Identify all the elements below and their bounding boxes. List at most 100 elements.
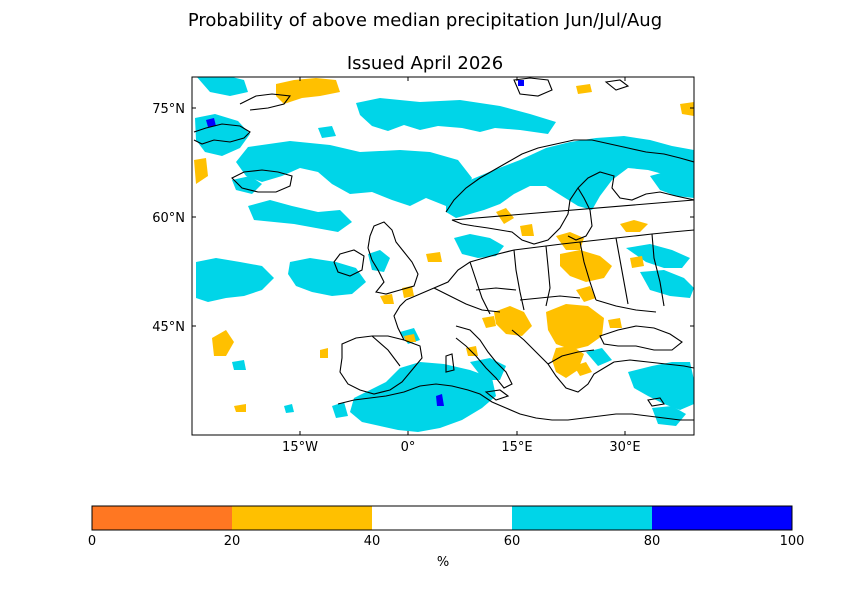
prob-80-100-regions [206, 80, 524, 406]
region-azores-west [212, 330, 234, 356]
border-b [433, 287, 657, 313]
coastlines [193, 77, 694, 421]
region-iceland-sea [236, 141, 472, 206]
coast-svalbard [513, 77, 553, 97]
region-greenland-north [196, 77, 248, 96]
colorbar-segment-0-20 [92, 506, 232, 530]
region-labrador [232, 176, 262, 194]
colorbar-tick-label: 60 [503, 534, 521, 549]
region-iberia-west [320, 348, 328, 358]
colorbar-segment-80-100 [652, 506, 792, 530]
region-north-atlantic-band [356, 98, 556, 134]
coast-cyprus [647, 397, 665, 407]
colorbar-segment-40-60 [372, 506, 512, 530]
coast-franz-josef [604, 79, 630, 91]
map-title: Probability of above median precipitatio… [187, 10, 663, 31]
region-mediterranean-west [350, 362, 496, 432]
coast-sweden-finland [567, 187, 593, 241]
region-russia-west [626, 244, 690, 268]
region-denmark [520, 224, 534, 236]
region-poland-east [556, 232, 584, 250]
coast-sicily [484, 389, 510, 401]
lon-tick-label: 30°E [609, 440, 640, 455]
region-russia-north [650, 170, 694, 198]
coast-france [393, 299, 407, 341]
lat-tick-label: 60°N [152, 211, 185, 226]
region-france-west [380, 294, 394, 304]
colorbar-segment-20-40 [232, 506, 372, 530]
coast-sardinia [445, 353, 455, 373]
colorbar-tick-label: 20 [223, 534, 241, 549]
coast-north-africa [337, 383, 694, 421]
region-finland [620, 220, 648, 232]
region-romania [546, 304, 604, 350]
region-algeria [436, 394, 444, 406]
map-subtitle: Issued April 2026 [346, 53, 504, 74]
coast-iceland [231, 169, 293, 193]
colorbar-unit-label: % [436, 555, 450, 570]
colorbar [91, 505, 793, 531]
region-ukraine-west [576, 286, 596, 302]
coast-italy [455, 325, 513, 389]
region-svalbard-south [276, 78, 340, 104]
lat-tick-label: 45°N [152, 320, 185, 335]
coast-greenland [193, 123, 251, 145]
longitude-ticks: 15°W 0° 15°E 30°E [282, 77, 641, 455]
region-atlantic-west [194, 158, 208, 184]
region-alps [482, 316, 496, 328]
lon-tick-label: 15°E [501, 440, 532, 455]
region-turkey-west [608, 318, 622, 328]
region-azores [232, 360, 246, 370]
coast-iberia [339, 335, 423, 395]
coast-turkey [613, 359, 694, 369]
prob-60-80-regions [195, 77, 694, 432]
region-balkans [552, 346, 584, 378]
colorbar-segment-60-80 [512, 506, 652, 530]
region-greenland-blue [206, 118, 216, 127]
region-east-med-2 [652, 406, 686, 426]
region-bay-of-biscay [404, 334, 416, 342]
region-belarus [560, 250, 612, 282]
region-aegean [586, 348, 612, 366]
lat-tick-label: 75°N [152, 102, 185, 117]
region-hungary [494, 306, 532, 336]
region-norwegian-sea [446, 136, 694, 218]
region-mid-atlantic-east [288, 258, 366, 296]
region-arctic-blue [518, 80, 524, 86]
region-arctic-east [576, 84, 592, 94]
region-barents [680, 102, 694, 116]
colorbar-tick-label: 100 [779, 534, 805, 549]
colorbar-tick-label: 80 [643, 534, 661, 549]
region-north-sea [454, 234, 504, 258]
region-mid-atlantic-west [196, 258, 274, 302]
region-france-north [426, 252, 442, 262]
colorbar-tick-label: 0 [87, 534, 97, 549]
prob-20-40-regions [194, 78, 694, 412]
latitude-ticks: 75°N 60°N 45°N [152, 102, 694, 335]
coast-continent [405, 229, 694, 301]
coast-great-britain [367, 221, 419, 295]
coast-black-sea [599, 325, 683, 351]
colorbar-tick-label: 40 [363, 534, 381, 549]
colorbar-frame [91, 505, 793, 531]
region-north-atlantic-mid [248, 200, 352, 232]
coast-ireland [333, 249, 365, 277]
lon-tick-label: 15°W [282, 440, 318, 455]
region-east-med [628, 362, 694, 410]
region-atlantic-sw [234, 404, 246, 412]
coast-scandinavia [445, 139, 694, 245]
border-a [469, 233, 665, 315]
region-moscow [630, 256, 644, 268]
border-c [371, 287, 595, 367]
region-aegean-north [574, 362, 592, 376]
lon-tick-label: 0° [401, 440, 416, 455]
map-frame [191, 76, 695, 436]
region-uk-west [368, 250, 390, 272]
region-iceland-west [318, 126, 336, 138]
region-canaries [284, 404, 294, 413]
probability-field [193, 77, 694, 432]
coast-greenland-north [239, 93, 292, 111]
region-ukraine-east [640, 270, 694, 298]
coast-balkans [511, 329, 615, 393]
